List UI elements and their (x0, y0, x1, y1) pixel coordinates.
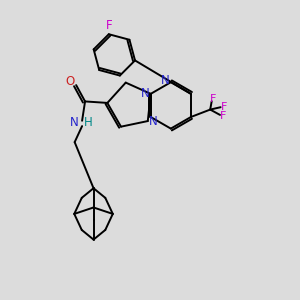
Text: N: N (161, 74, 170, 87)
Text: O: O (66, 75, 75, 88)
Text: F: F (106, 20, 112, 32)
Text: F: F (220, 110, 226, 121)
Text: F: F (209, 94, 216, 104)
Text: F: F (220, 102, 227, 112)
Text: N: N (69, 116, 78, 129)
Text: H: H (84, 116, 92, 129)
Text: N: N (141, 87, 150, 100)
Text: N: N (149, 115, 158, 128)
